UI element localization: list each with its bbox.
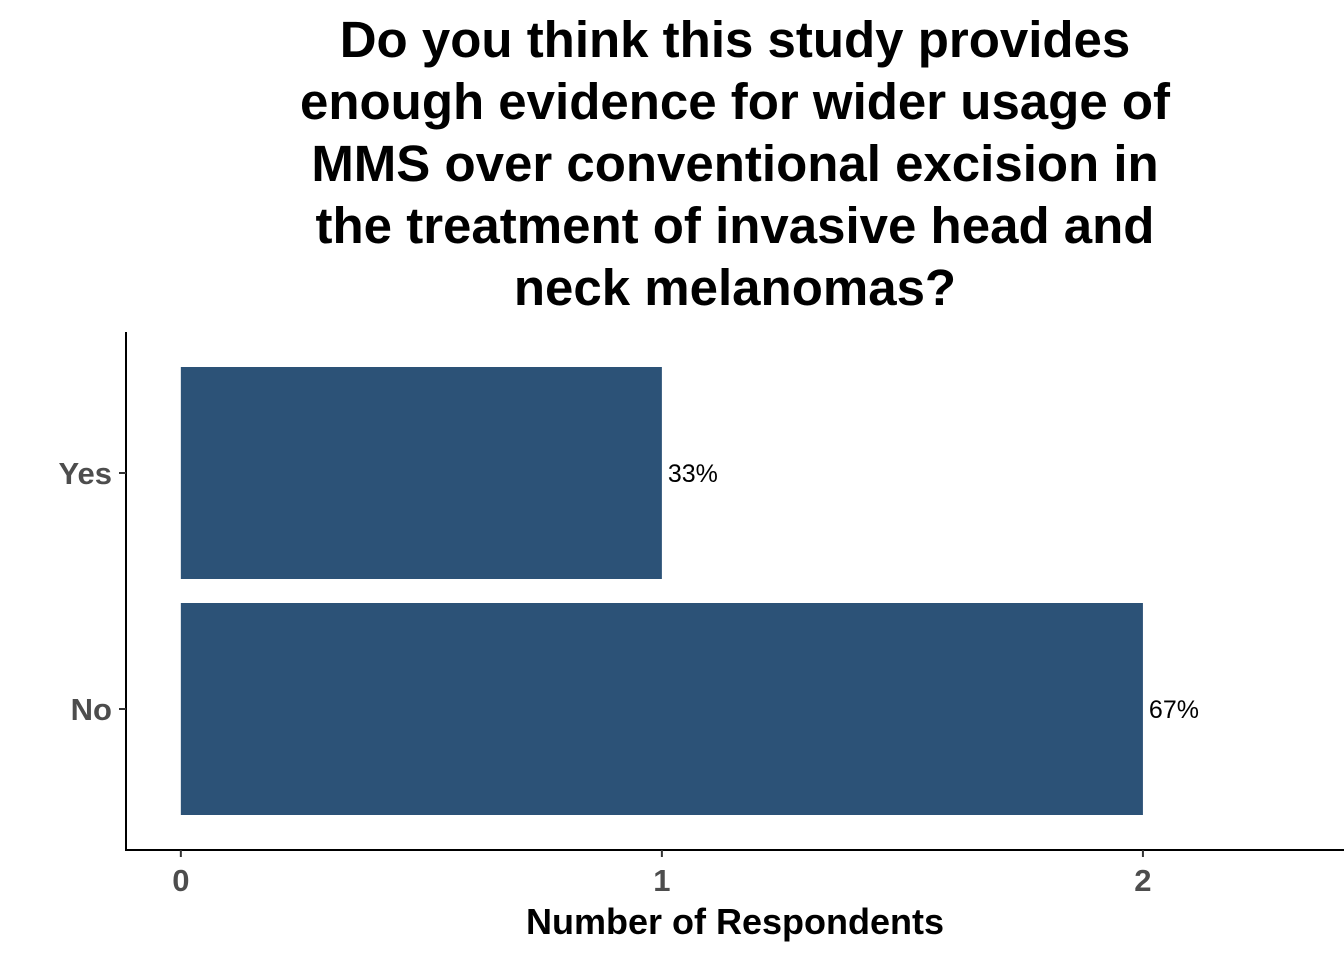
x-tick-label: 1	[653, 863, 670, 898]
x-axis-title: Number of Respondents	[526, 901, 944, 942]
chart-title-line: enough evidence for wider usage of	[300, 73, 1171, 130]
y-tick-label: No	[71, 692, 112, 727]
x-tick-label: 2	[1134, 863, 1151, 898]
x-tick-label: 0	[172, 863, 189, 898]
y-tick-label: Yes	[59, 456, 112, 491]
data-label: 33%	[668, 460, 718, 488]
chart-title-line: Do you think this study provides	[340, 11, 1131, 68]
bar-yes	[180, 367, 662, 579]
bar-no	[180, 603, 1143, 815]
chart-title-line: neck melanomas?	[514, 259, 956, 316]
chart-title-line: MMS over conventional excision in	[311, 135, 1158, 192]
chart-title-line: the treatment of invasive head and	[316, 197, 1155, 254]
data-label: 67%	[1149, 696, 1199, 724]
